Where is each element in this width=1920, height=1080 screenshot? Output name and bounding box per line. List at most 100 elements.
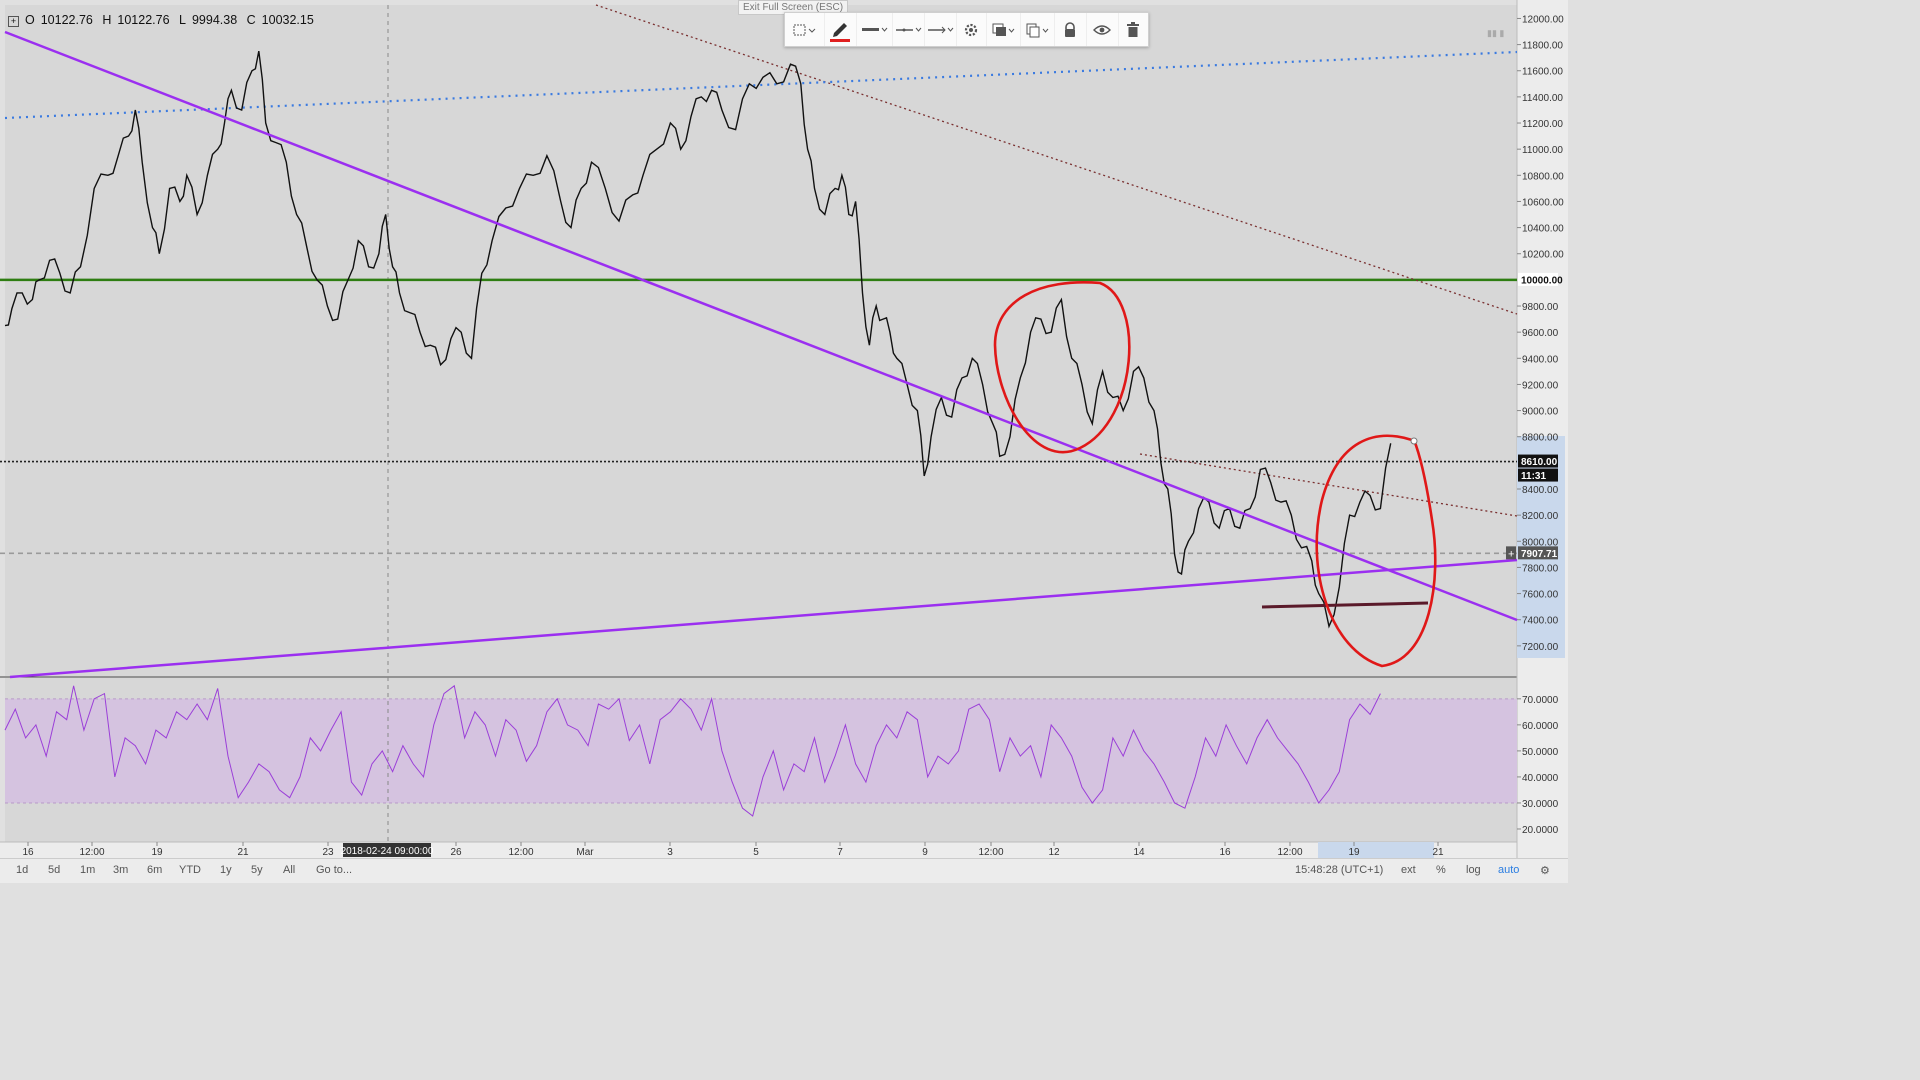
time-tick-label: 23	[322, 847, 334, 858]
drawing-toolbar	[784, 12, 1149, 47]
time-tick-label: 21	[1432, 847, 1444, 858]
line-style-icon[interactable]	[893, 13, 925, 46]
select-rect-icon[interactable]	[785, 13, 825, 46]
clock-display[interactable]: 15:48:28 (UTC+1)	[1295, 864, 1384, 876]
gear-icon[interactable]	[957, 13, 987, 46]
red-circle-annotation-2[interactable]	[1315, 434, 1437, 668]
rsi-band	[5, 698, 1517, 803]
price-tick-label: 10600.00	[1522, 197, 1564, 208]
eye-icon[interactable]	[1087, 13, 1119, 46]
brown-dotted-trendline-2[interactable]	[1139, 453, 1518, 517]
price-tick-label: 9400.00	[1522, 354, 1559, 365]
trash-icon[interactable]	[1119, 13, 1148, 46]
price-scale[interactable]	[1517, 0, 1568, 858]
price-tick-label: 11000.00	[1522, 145, 1563, 156]
time-tick-label: 21	[237, 847, 249, 858]
time-scale-highlight	[1318, 842, 1434, 858]
bar-countdown-label-bg	[1518, 468, 1558, 482]
range-all[interactable]: All	[283, 864, 296, 876]
price-tick-label: 10400.00	[1522, 224, 1564, 235]
line-extend-icon[interactable]	[925, 13, 957, 46]
blue-dotted-trendline[interactable]	[4, 50, 1518, 120]
time-tick-label: 12:00	[79, 847, 104, 858]
layers-icon[interactable]	[987, 13, 1021, 46]
open-value: 10122.76	[40, 13, 93, 27]
pane-controls-icon[interactable]: ▮▮ ▮	[1487, 28, 1505, 38]
time-tick-label: 5	[753, 847, 759, 858]
price-tick-label: 8400.00	[1522, 485, 1559, 496]
time-tick-label: 16	[1219, 847, 1231, 858]
rsi-tick-label: 30.0000	[1522, 799, 1559, 810]
price-tick-label: 11400.00	[1522, 93, 1563, 104]
current-price-label: 8610.00	[1521, 457, 1558, 468]
price-series-line	[4, 50, 1392, 629]
price-tick-label: 10200.00	[1522, 250, 1564, 261]
chart-canvas[interactable]: 12000.00 11800.00 11600.00 11400.00 11200.00…	[0, 0, 1568, 882]
pencil-icon[interactable]	[825, 13, 857, 46]
current-price-label-bg	[1518, 454, 1558, 468]
price-tick-label: 8200.00	[1522, 511, 1559, 522]
clone-icon[interactable]	[1021, 13, 1055, 46]
line-width-icon[interactable]	[857, 13, 893, 46]
goto-date-button[interactable]: Go to...	[316, 864, 353, 876]
price-tick-label: 9800.00	[1522, 302, 1559, 313]
crosshair-price-label-bg	[1518, 546, 1558, 560]
open-label: O	[25, 13, 35, 27]
low-value: 9994.38	[191, 13, 238, 27]
crosshair-time-label: 2018-02-24 09:00:00	[341, 846, 434, 857]
brown-dotted-trendline[interactable]	[595, 4, 1518, 315]
rsi-tick-label: 40.0000	[1522, 773, 1559, 784]
ohlc-legend: + O 10122.76 H 10122.76 L 9994.38 C 10032.15	[8, 13, 320, 27]
rsi-series-line	[4, 684, 1381, 817]
time-tick-label: 9	[922, 847, 928, 858]
range-1m[interactable]: 1m	[80, 864, 96, 876]
price-tick-label: 7200.00	[1522, 642, 1559, 653]
percent-toggle[interactable]: %	[1436, 864, 1446, 876]
settings-gear-icon[interactable]: ⚙	[1540, 865, 1550, 877]
range-6m[interactable]: 6m	[147, 864, 163, 876]
range-3m[interactable]: 3m	[113, 864, 129, 876]
log-toggle[interactable]: log	[1466, 864, 1481, 876]
price-tick-label: 11800.00	[1522, 41, 1563, 52]
range-1y[interactable]: 1y	[220, 864, 232, 876]
crosshair-price-label: 7907.71	[1521, 549, 1558, 560]
time-tick-label: 7	[837, 847, 843, 858]
time-tick-label: 12:00	[978, 847, 1003, 858]
time-tick-label: 16	[22, 847, 34, 858]
rsi-tick-label: 50.0000	[1522, 747, 1559, 758]
time-tick-label: 12	[1048, 847, 1060, 858]
time-tick-label: 19	[1348, 847, 1360, 858]
price-tick-label: 11600.00	[1522, 67, 1563, 78]
close-value: 10032.15	[261, 13, 314, 27]
high-value: 10122.76	[117, 13, 170, 27]
purple-ascending-trendline[interactable]	[9, 558, 1518, 679]
close-label: C	[246, 13, 256, 27]
range-1d[interactable]: 1d	[16, 864, 29, 876]
drawing-handle[interactable]	[1410, 437, 1418, 445]
auto-toggle[interactable]: auto	[1498, 864, 1520, 876]
time-tick-label: 26	[450, 847, 462, 858]
range-5y[interactable]: 5y	[251, 864, 263, 876]
support-line[interactable]	[1261, 601, 1429, 609]
time-tick-label: Mar	[576, 847, 594, 858]
red-circle-annotation-1[interactable]	[993, 281, 1131, 454]
range-ytd[interactable]: YTD	[179, 864, 201, 876]
time-tick-label: 3	[667, 847, 673, 858]
high-label: H	[102, 13, 112, 27]
price-pane[interactable]	[5, 5, 1517, 676]
bar-countdown-label: 11:31	[1521, 471, 1546, 482]
range-5d[interactable]: 5d	[48, 864, 61, 876]
price-tick-label: 10800.00	[1522, 171, 1564, 182]
low-label: L	[179, 13, 186, 27]
lock-icon[interactable]	[1055, 13, 1087, 46]
crosshair-plus-icon[interactable]: +	[1508, 548, 1514, 560]
price-tick-label: 7600.00	[1522, 590, 1559, 601]
price-tick-label: 7400.00	[1522, 616, 1559, 627]
price-tick-label: 9000.00	[1522, 407, 1559, 418]
price-tick-label: 7800.00	[1522, 563, 1559, 574]
exit-fullscreen-button[interactable]: Exit Full Screen (ESC)	[738, 0, 849, 15]
ext-toggle[interactable]: ext	[1401, 864, 1416, 876]
purple-descending-trendline[interactable]	[4, 30, 1518, 622]
expand-legend-icon[interactable]: +	[8, 16, 19, 27]
price-tick-label: 9200.00	[1522, 380, 1559, 391]
